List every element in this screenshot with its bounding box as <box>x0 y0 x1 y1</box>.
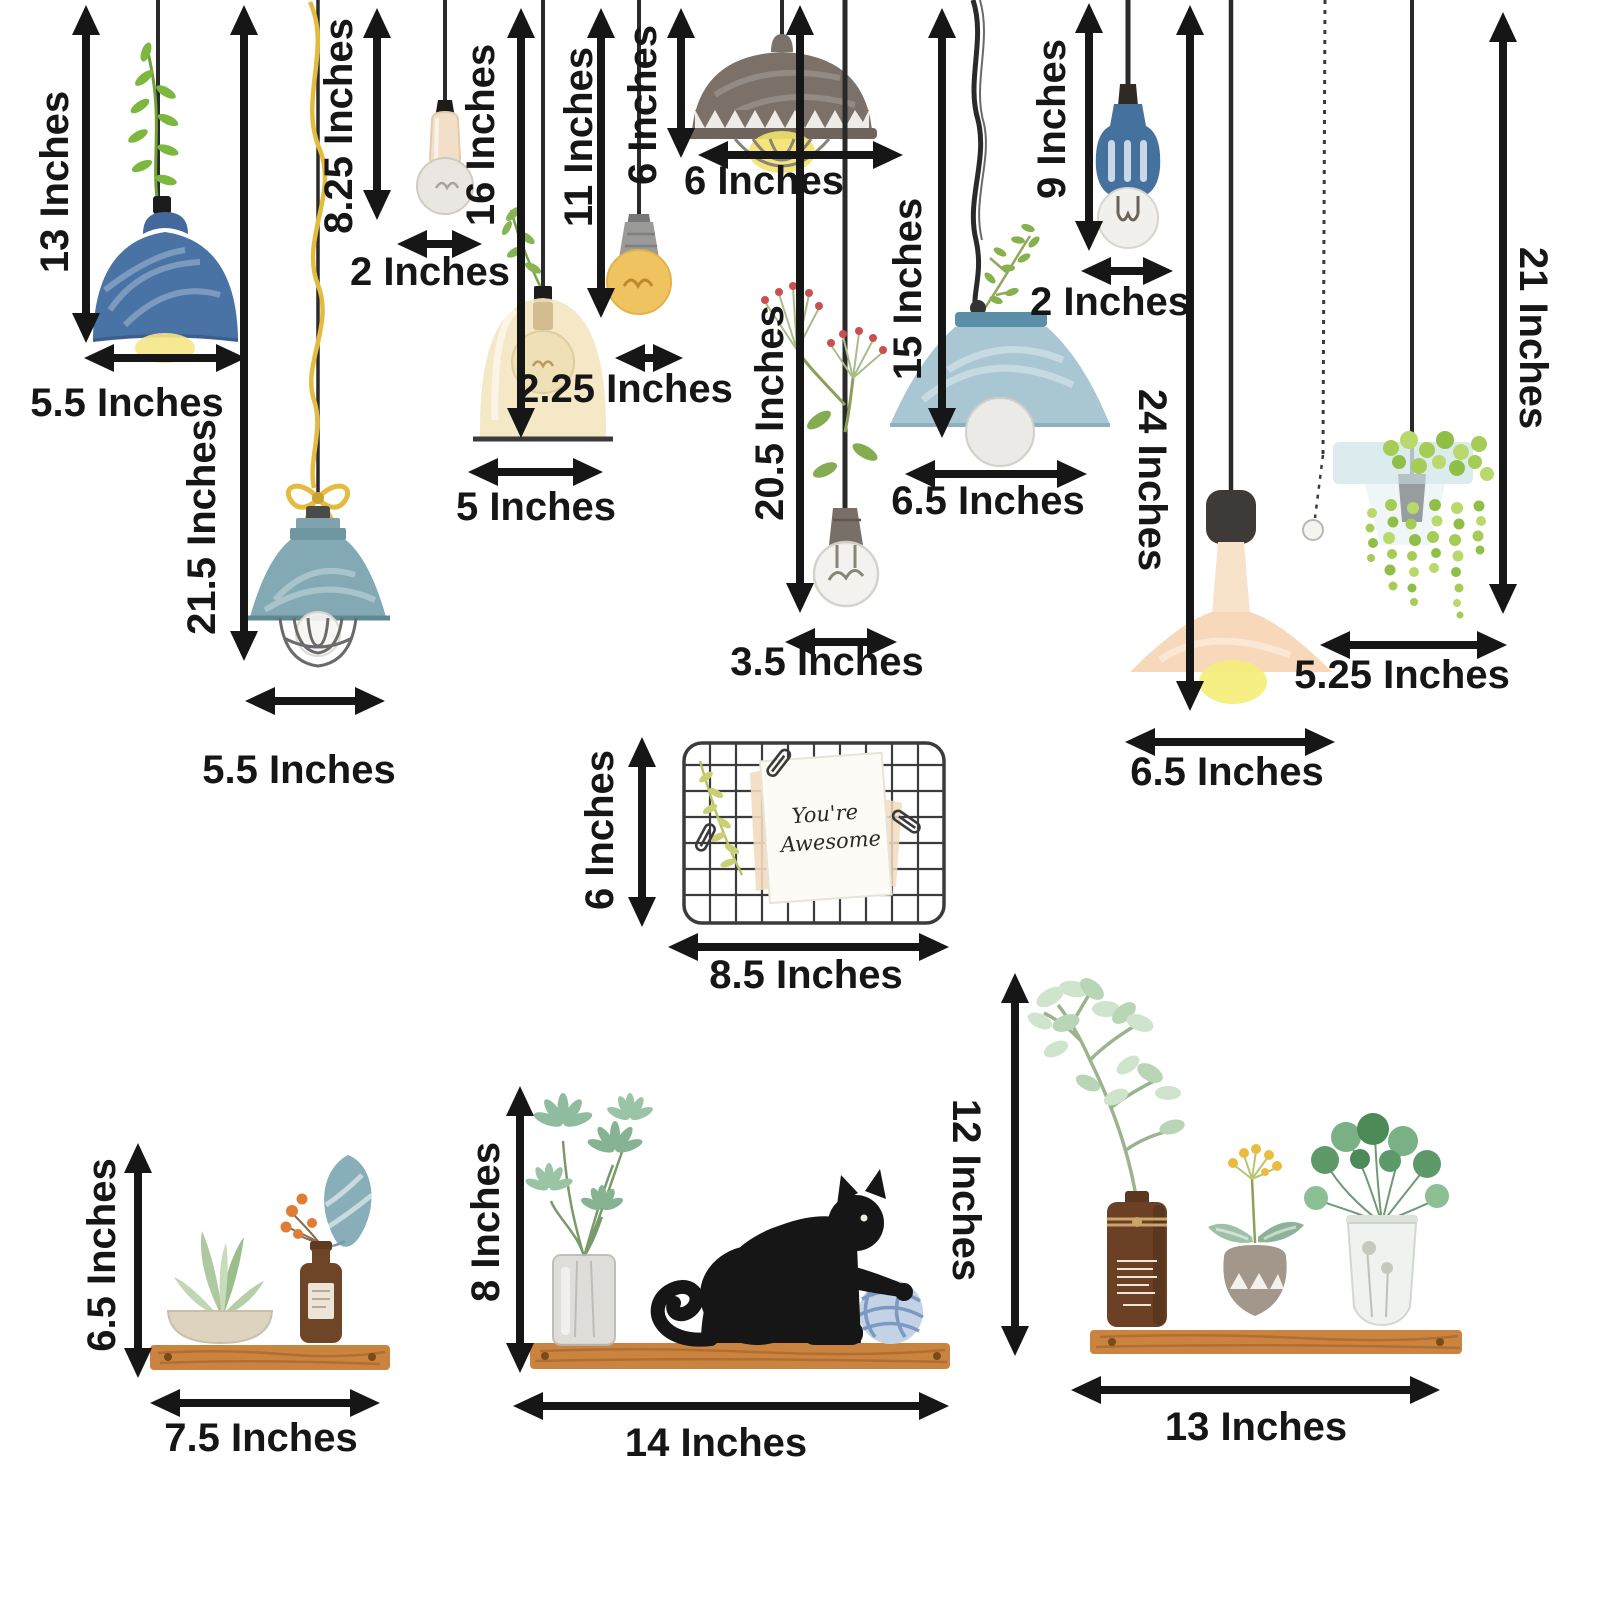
shelf-cat-art <box>525 1093 950 1369</box>
pendant-bell-glass-art <box>473 0 613 442</box>
memo-board-width-arrow <box>668 932 949 962</box>
pendant-gray-dome-height-arrow <box>666 8 696 158</box>
memo-board-art: You're Awesome <box>682 741 946 925</box>
memo-board-height-label: 6 Inches <box>578 749 622 911</box>
pendant-flower-bulb-height-label: 20.5 Inches <box>748 305 792 521</box>
pendant-cream-bulb-width-arrow <box>397 229 482 259</box>
pendant-peach-funnel-width-label: 6.5 Inches <box>1130 750 1324 794</box>
pendant-blue-cap-bulb-width-label: 2 Inches <box>1029 280 1191 324</box>
shelf-succulent-height-arrow <box>123 1143 153 1378</box>
string-of-pearls-icon <box>1365 431 1494 619</box>
flower-pot-icon <box>1208 1144 1304 1316</box>
pendant-bell-glass-height-label: 16 Inches <box>459 43 503 227</box>
paper-clip-icon <box>694 748 921 852</box>
cat-icon <box>650 1169 913 1347</box>
pendant-blue-dome-height-arrow <box>71 5 101 343</box>
shelf-vases-height-label: 12 Inches <box>944 1098 988 1282</box>
shelf-succulent-width-arrow <box>150 1388 380 1418</box>
pendant-teal-cage-height-label: 21.5 Inches <box>180 419 224 635</box>
hanging-planter-width-label: 5.25 Inches <box>1294 653 1510 697</box>
shelf-vases-width-label: 13 Inches <box>1164 1405 1348 1449</box>
shelf-succulent-art <box>150 1155 390 1370</box>
pendant-bell-glass-height-arrow <box>506 8 536 438</box>
hanging-planter-width-arrow <box>1320 630 1507 660</box>
pendant-flower-bulb-width-arrow <box>785 627 897 657</box>
pendant-flower-bulb-art <box>761 0 887 608</box>
pendant-teal-cage-art <box>246 0 390 668</box>
pendant-blue-dome-width-label: 5.5 Inches <box>30 381 224 425</box>
pendant-teal-cage-width-arrow <box>245 686 385 716</box>
pendant-blue-dome-width-arrow <box>84 343 246 373</box>
pendant-blue-cone-height-arrow <box>927 8 957 438</box>
pendant-blue-dome-height-label: 13 Inches <box>33 90 77 274</box>
pendant-blue-cap-bulb-art <box>1095 0 1161 249</box>
pendant-blue-cone-width-arrow <box>905 459 1087 489</box>
glass-vase-pilea-icon <box>1304 1113 1449 1327</box>
shelf-cat-height-arrow <box>505 1086 535 1373</box>
pendant-cream-bulb-width-label: 2 Inches <box>349 250 511 294</box>
hanging-planter-art <box>1302 0 1494 619</box>
pendant-peach-funnel-art <box>1130 0 1332 704</box>
pendant-teal-cage-height-arrow <box>229 5 259 661</box>
shelf-vases-art <box>1027 978 1462 1354</box>
note-line1: You're <box>791 800 859 829</box>
pendant-cream-bulb-height-label: 8.25 Inches <box>317 18 361 234</box>
pendant-gray-dome-width-label: 6 Inches <box>683 159 845 203</box>
pendant-bell-glass-width-arrow <box>468 457 603 487</box>
memo-board-height-arrow <box>627 737 657 927</box>
pendant-blue-dome-art <box>92 0 239 363</box>
pendant-yellow-bulb-art <box>606 0 672 315</box>
pendant-yellow-bulb-height-label: 11 Inches <box>557 46 601 228</box>
shelf-vases-height-arrow <box>1000 973 1030 1356</box>
succulent-icon <box>166 1231 274 1345</box>
pendant-yellow-bulb-width-arrow <box>615 343 683 373</box>
shelf-succulent-width-label: 7.5 Inches <box>164 1416 358 1460</box>
pendant-blue-cap-bulb-width-arrow <box>1081 256 1173 286</box>
shelf-cat-height-label: 8 Inches <box>464 1141 508 1303</box>
bottle-branch-icon <box>1027 978 1185 1327</box>
shelf-vases-width-arrow <box>1071 1375 1440 1405</box>
pendant-blue-cone-height-label: 15 Inches <box>886 197 930 381</box>
pendant-peach-funnel-width-arrow <box>1125 727 1335 757</box>
hanging-planter-height-arrow <box>1488 12 1518 614</box>
umbel-flowers-icon <box>761 282 887 478</box>
potted-plant-icon <box>525 1093 653 1346</box>
pendant-gray-dome-height-label: 6 Inches <box>621 24 665 186</box>
memo-board-width-label: 8.5 Inches <box>709 953 903 997</box>
shelf-succulent-height-label: 6.5 Inches <box>80 1158 124 1352</box>
shelf-cat-width-arrow <box>513 1391 949 1421</box>
pendant-teal-cage-width-label: 5.5 Inches <box>202 748 396 792</box>
bottle-with-leaf-icon <box>280 1155 374 1343</box>
pendant-cream-bulb-art <box>416 0 474 215</box>
pendant-flower-bulb-height-arrow <box>785 5 815 613</box>
pendant-blue-cone-width-label: 6.5 Inches <box>891 479 1085 523</box>
pendant-peach-funnel-height-label: 24 Inches <box>1130 388 1174 572</box>
pendant-bell-glass-width-label: 5 Inches <box>455 485 617 529</box>
leaf-sprig-icon <box>128 42 179 206</box>
hanging-planter-height-label: 21 Inches <box>1511 246 1555 430</box>
leaf-sprig-icon <box>976 223 1040 319</box>
pendant-cream-bulb-height-arrow <box>362 8 392 220</box>
shelf-cat-width-label: 14 Inches <box>624 1421 808 1465</box>
note-paper: You're Awesome <box>758 751 893 905</box>
pendant-blue-cap-bulb-height-arrow <box>1074 3 1104 251</box>
pendant-yellow-bulb-width-label: 2.25 Inches <box>517 367 733 411</box>
pendant-blue-cap-bulb-height-label: 9 Inches <box>1030 38 1074 200</box>
pendant-yellow-bulb-height-arrow <box>586 8 616 318</box>
pendant-peach-funnel-height-arrow <box>1175 5 1205 711</box>
sprig-icon <box>698 760 744 876</box>
pendant-flower-bulb-width-label: 3.5 Inches <box>730 640 924 684</box>
